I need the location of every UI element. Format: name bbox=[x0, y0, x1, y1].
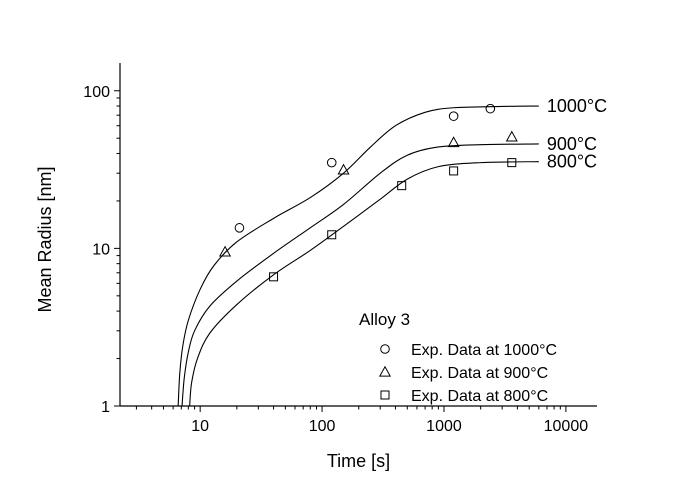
point-triangle bbox=[505, 130, 518, 142]
x-tick-label: 10 bbox=[191, 418, 209, 435]
legend-label: Exp. Data at 900°C bbox=[411, 365, 548, 382]
curve-800-c bbox=[189, 161, 539, 407]
curve-1000-c bbox=[177, 105, 539, 407]
y-tick-label: 10 bbox=[92, 241, 110, 258]
curve-label-800-c: 800°C bbox=[547, 152, 597, 172]
point-square bbox=[449, 166, 459, 176]
point-triangle bbox=[337, 163, 350, 175]
legend-label: Exp. Data at 1000°C bbox=[411, 342, 557, 359]
point-triangle bbox=[447, 136, 460, 148]
x-tick-label: 10000 bbox=[544, 418, 589, 435]
x-tick-label: 100 bbox=[309, 418, 336, 435]
point-circle bbox=[234, 223, 245, 233]
point-square bbox=[507, 158, 517, 168]
axes: 10 100 1000 10000 1 10 100 Time [s] Mean Radius … bbox=[35, 63, 597, 471]
point-circle bbox=[485, 103, 496, 114]
curve-900-c bbox=[181, 143, 539, 407]
x-axis-title: Time [s] bbox=[327, 451, 390, 471]
x-tick-label: 1000 bbox=[426, 418, 462, 435]
legend-marker-triangle bbox=[378, 365, 392, 377]
curve-label-900-c: 900°C bbox=[547, 134, 597, 154]
point-triangle bbox=[218, 245, 232, 257]
point-square bbox=[269, 272, 279, 282]
curve-label-1000-c: 1000°C bbox=[547, 96, 607, 116]
y-tick-label: 1 bbox=[101, 399, 110, 416]
model-curves bbox=[177, 105, 539, 407]
legend-label: Exp. Data at 800°C bbox=[411, 388, 548, 405]
legend-marker-square bbox=[380, 390, 390, 400]
point-circle bbox=[448, 111, 459, 121]
point-square bbox=[327, 230, 337, 240]
y-tick-label: 100 bbox=[83, 84, 110, 101]
legend-title: Alloy 3 bbox=[359, 310, 410, 329]
y-axis-title: Mean Radius [nm] bbox=[35, 166, 55, 312]
legend-marker-circle bbox=[380, 344, 390, 354]
point-circle bbox=[326, 157, 337, 168]
data-points bbox=[218, 103, 518, 282]
point-square bbox=[397, 181, 407, 191]
